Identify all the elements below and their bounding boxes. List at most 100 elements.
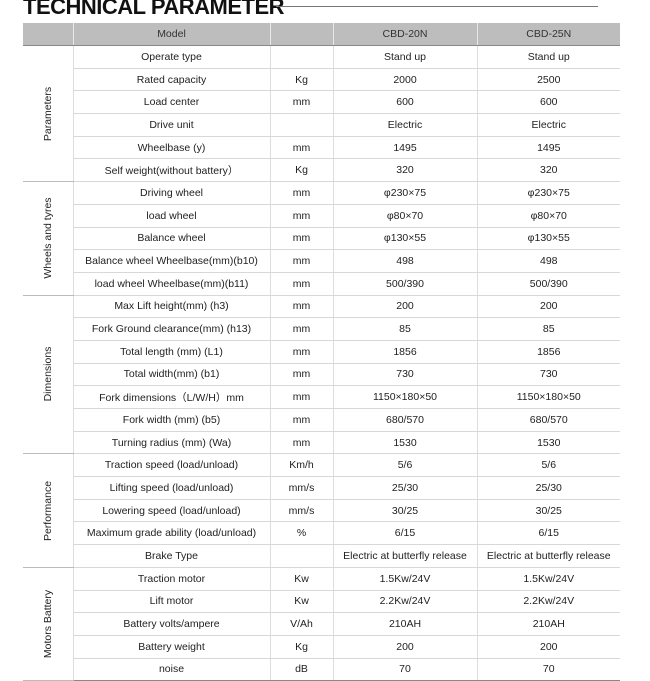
table-row: Turning radius (mm) (Wa) mm 1530 1530 bbox=[23, 431, 620, 455]
unit: mm bbox=[269, 204, 333, 228]
table-row: Performance Traction speed (load/unload) K… bbox=[23, 453, 620, 568]
param-name: Fork Ground clearance(mm) (h13) bbox=[72, 317, 270, 341]
param-name: Fork dimensions（L/W/H）mm bbox=[72, 385, 270, 409]
value-model-1: 200 bbox=[332, 295, 477, 319]
unit: mm bbox=[269, 408, 333, 432]
unit: V/Ah bbox=[269, 612, 333, 636]
value-model-1: 498 bbox=[332, 249, 477, 273]
unit: mm bbox=[269, 249, 333, 273]
value-model-2: 730 bbox=[476, 363, 620, 387]
value-model-2: 5/6 bbox=[476, 453, 620, 478]
spec-table: Model CBD-20N CBD-25N Parameters Operate … bbox=[23, 23, 620, 681]
table-row: noise dB 70 70 bbox=[23, 658, 620, 681]
unit: % bbox=[269, 521, 333, 546]
value-model-2: 6/15 bbox=[476, 521, 620, 546]
value-model-2: 25/30 bbox=[476, 476, 620, 500]
group-label-cell: Parameters bbox=[23, 45, 73, 183]
unit: mm/s bbox=[269, 499, 333, 523]
unit: mm bbox=[269, 385, 333, 409]
value-model-2: 200 bbox=[476, 295, 620, 319]
value-model-2: 680/570 bbox=[476, 408, 620, 432]
unit: mm bbox=[269, 181, 333, 205]
unit: mm/s bbox=[269, 476, 333, 500]
param-name: Traction motor bbox=[72, 567, 270, 591]
value-model-1: 730 bbox=[332, 363, 477, 387]
param-name: Balance wheel Wheelbase(mm)(b10) bbox=[72, 249, 270, 273]
unit: mm bbox=[269, 317, 333, 341]
group-label: Performance bbox=[41, 480, 54, 541]
value-model-2: 30/25 bbox=[476, 499, 620, 523]
unit: mm bbox=[269, 363, 333, 387]
group-label-cell: Dimensions bbox=[23, 295, 73, 455]
param-name: Driving wheel bbox=[72, 181, 270, 205]
value-model-1: 2.2Kw/24V bbox=[332, 590, 477, 614]
value-model-1: φ80×70 bbox=[332, 204, 477, 228]
param-name: Lift motor bbox=[72, 590, 270, 614]
table-row: Fork dimensions（L/W/H）mm mm 1150×180×50 115… bbox=[23, 385, 620, 409]
param-name: Battery weight bbox=[72, 635, 270, 659]
param-name: Traction speed (load/unload) bbox=[72, 453, 270, 478]
param-name: Max Lift height(mm) (h3) bbox=[72, 295, 270, 319]
header-row: Model CBD-20N CBD-25N bbox=[23, 23, 620, 46]
value-model-2: φ80×70 bbox=[476, 204, 620, 228]
value-model-1: 30/25 bbox=[332, 499, 477, 523]
table-row: Battery weight Kg 200 200 bbox=[23, 635, 620, 659]
unit: Km/h bbox=[269, 453, 333, 478]
group-label-cell: Wheels and tyres bbox=[23, 181, 73, 296]
value-model-2: 600 bbox=[476, 90, 620, 115]
value-model-2: 1530 bbox=[476, 431, 620, 455]
value-model-1: 25/30 bbox=[332, 476, 477, 500]
value-model-2: 2.2Kw/24V bbox=[476, 590, 620, 614]
param-name: load wheel Wheelbase(mm)(b11) bbox=[72, 272, 270, 296]
value-model-2: 2500 bbox=[476, 68, 620, 92]
param-name: Rated capacity bbox=[72, 68, 270, 92]
param-name: Load center bbox=[72, 90, 270, 115]
param-name: Brake Type bbox=[72, 544, 270, 568]
value-model-1: 1856 bbox=[332, 340, 477, 364]
param-name: Self weight(without battery） bbox=[72, 158, 270, 183]
param-name: Total width(mm) (b1) bbox=[72, 363, 270, 387]
table-row: Total width(mm) (b1) mm 730 730 bbox=[23, 363, 620, 387]
value-model-1: φ130×55 bbox=[332, 227, 477, 251]
param-name: Battery volts/ampere bbox=[72, 612, 270, 636]
table-row: Fork Ground clearance(mm) (h13) mm 85 85 bbox=[23, 317, 620, 341]
param-name: Total length (mm) (L1) bbox=[72, 340, 270, 364]
value-model-1: φ230×75 bbox=[332, 181, 477, 205]
table-row: Lift motor Kw 2.2Kw/24V 2.2Kw/24V bbox=[23, 590, 620, 614]
table-row: load wheel Wheelbase(mm)(b11) mm 500/390 50… bbox=[23, 272, 620, 296]
value-model-1: 1.5Kw/24V bbox=[332, 567, 477, 591]
value-model-1: 85 bbox=[332, 317, 477, 341]
group-label: Motors Battery bbox=[41, 589, 54, 659]
table-row: load wheel mm φ80×70 φ80×70 bbox=[23, 204, 620, 228]
value-model-1: 2000 bbox=[332, 68, 477, 92]
group-label: Dimensions bbox=[41, 347, 54, 402]
unit: dB bbox=[269, 658, 333, 681]
value-model-1: 500/390 bbox=[332, 272, 477, 296]
param-name: noise bbox=[72, 658, 270, 681]
value-model-2: 498 bbox=[476, 249, 620, 273]
unit: Kw bbox=[269, 567, 333, 591]
value-model-1: 1495 bbox=[332, 136, 477, 160]
unit: Kg bbox=[269, 158, 333, 183]
title-rule bbox=[276, 6, 598, 7]
unit: mm bbox=[269, 272, 333, 296]
value-model-1: 1530 bbox=[332, 431, 477, 455]
unit bbox=[269, 113, 333, 137]
value-model-1: Electric bbox=[332, 113, 477, 137]
table-row: Wheelbase (y) mm 1495 1495 bbox=[23, 136, 620, 160]
group-label-cell: Performance bbox=[23, 453, 73, 568]
value-model-1: 680/570 bbox=[332, 408, 477, 432]
value-model-2: 1856 bbox=[476, 340, 620, 364]
table-row: Dimensions Max Lift height(mm) (h3) mm 200 2… bbox=[23, 295, 620, 455]
table-row: Total length (mm) (L1) mm 1856 1856 bbox=[23, 340, 620, 364]
table-row: Battery volts/ampere V/Ah 210AH 210AH bbox=[23, 612, 620, 636]
value-model-1: 210AH bbox=[332, 612, 477, 636]
param-name: Lifting speed (load/unload) bbox=[72, 476, 270, 500]
value-model-2: φ130×55 bbox=[476, 227, 620, 251]
value-model-1: 200 bbox=[332, 635, 477, 659]
table-row: Motors Battery Traction motor Kw 1.5Kw/24V 1… bbox=[23, 567, 620, 681]
value-model-2: 320 bbox=[476, 158, 620, 183]
unit: Kw bbox=[269, 590, 333, 614]
value-model-2: 70 bbox=[476, 658, 620, 681]
value-model-2: 210AH bbox=[476, 612, 620, 636]
